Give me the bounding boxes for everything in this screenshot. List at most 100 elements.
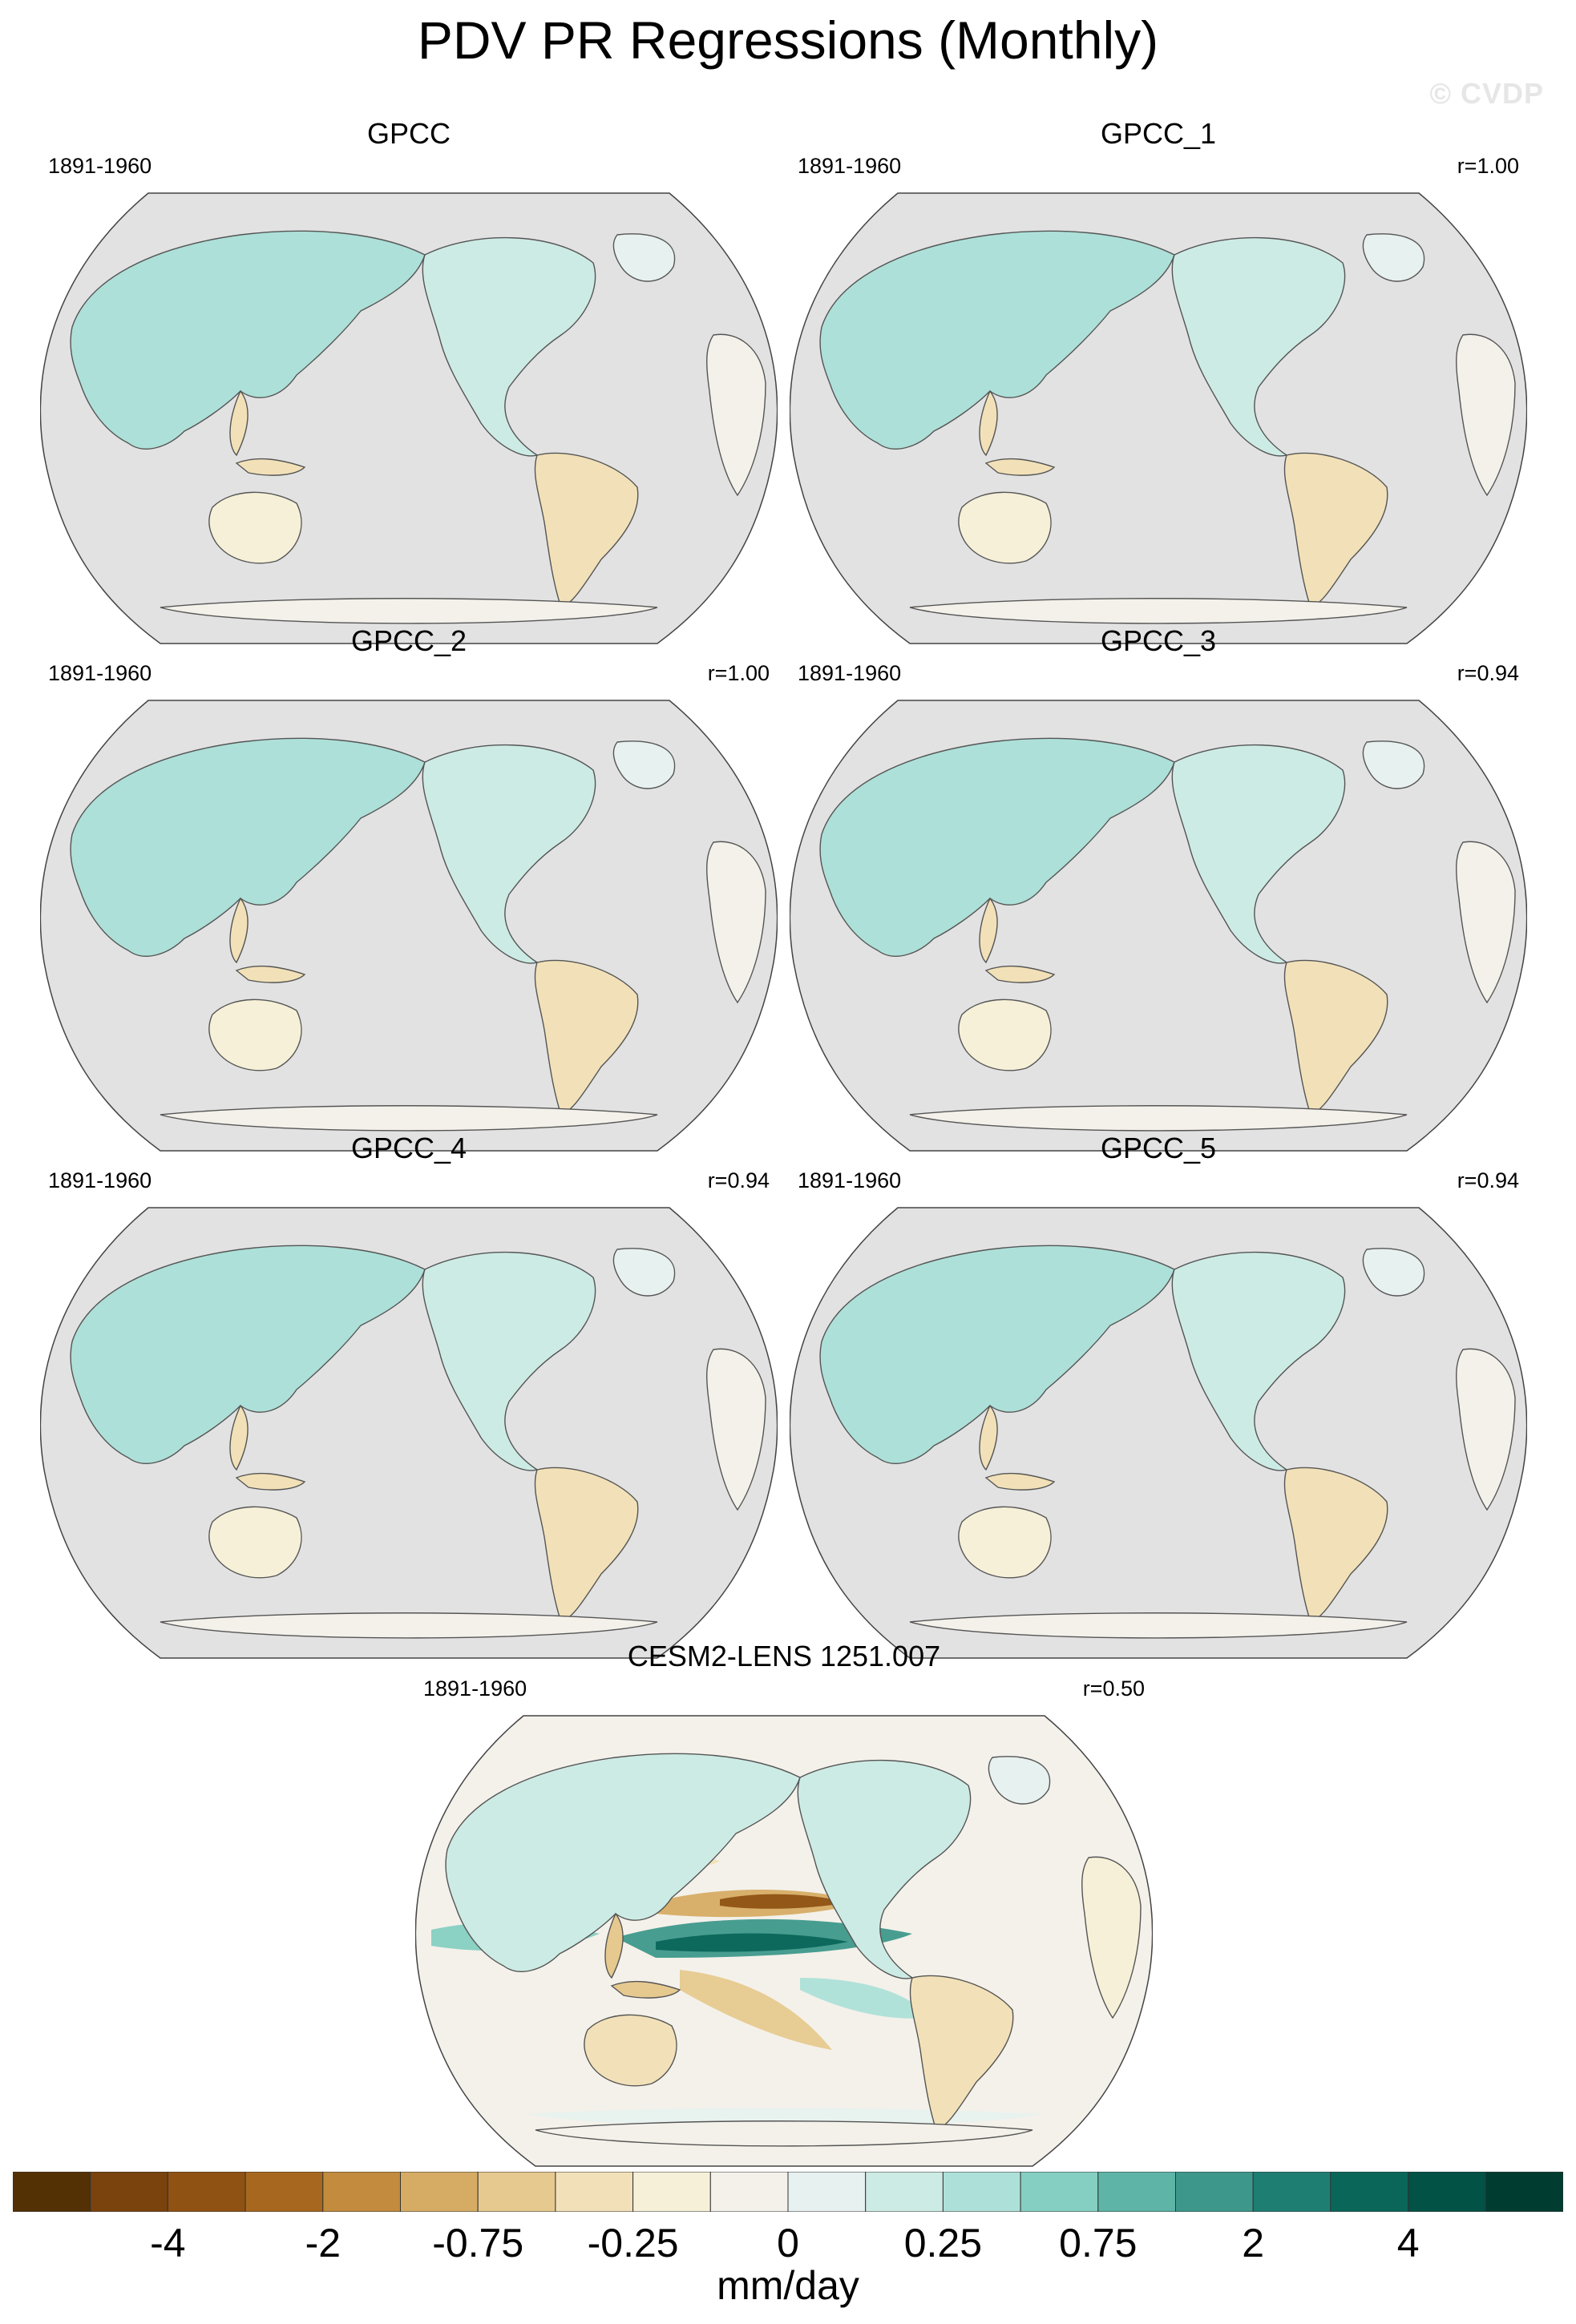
map-panel-2: GPCC_1 1891-1960 r=1.00 (790, 117, 1527, 644)
colorbar-segment (1097, 2172, 1177, 2212)
colorbar-tick-label: 2 (1242, 2221, 1265, 2265)
panel-period: 1891-1960 (423, 1676, 527, 1701)
landmass-indonesia (984, 965, 1056, 983)
colorbar-segment (1175, 2172, 1254, 2212)
panel-period: 1891-1960 (798, 154, 902, 178)
watermark: © CVDP (1429, 77, 1544, 110)
colorbar-segment (477, 2172, 556, 2212)
map-plot (40, 192, 778, 644)
landmass-indochina (604, 1912, 624, 1979)
panel-title: GPCC (366, 117, 451, 150)
landmass-northamerica (1171, 236, 1346, 457)
panel-title: CESM2-LENS 1251.007 (627, 1640, 941, 1672)
map-plot (790, 192, 1527, 644)
landmass-indonesia (235, 458, 306, 476)
colorbar-segment (632, 2172, 711, 2212)
landmass-indochina (979, 1404, 998, 1471)
colorbar-tick-label: 4 (1396, 2221, 1420, 2265)
landmass-antarctica (160, 1612, 658, 1639)
colorbar-segment (942, 2172, 1021, 2212)
map-outline (40, 700, 778, 1152)
colorbar-segment (244, 2172, 324, 2212)
landmass-northamerica (422, 1251, 596, 1471)
panel-period: 1891-1960 (48, 1168, 152, 1192)
landmass-antarctica (909, 1105, 1408, 1132)
panel-pattern-correlation: r=0.50 (1082, 1676, 1145, 1701)
south-pacific-wet (800, 1978, 928, 2019)
colorbar-segment (167, 2172, 246, 2212)
main-title: PDV PR Regressions (Monthly) (417, 10, 1159, 70)
colorbar-units: mm/day (717, 2263, 859, 2308)
landmass-antarctica (909, 1612, 1408, 1639)
landmass-australia (208, 1506, 302, 1579)
colorbar (13, 2172, 1563, 2212)
panel-period: 1891-1960 (48, 661, 152, 685)
map-plot (40, 1207, 778, 1659)
landmass-greenland (612, 740, 676, 789)
northern-dry-core (720, 1894, 848, 1909)
panel-title: GPCC_5 (1100, 1132, 1217, 1164)
panel-period: 1891-1960 (798, 661, 902, 685)
landmass-eurasia (70, 230, 426, 450)
colorbar-tick-label: 0.25 (903, 2221, 983, 2265)
landmass-australia (958, 999, 1052, 1071)
landmass-australia (208, 491, 302, 564)
map-outline (415, 1715, 1153, 2167)
colorbar-segment (90, 2172, 168, 2212)
landmass-northamerica (1171, 744, 1346, 964)
panel-period: 1891-1960 (798, 1168, 902, 1192)
landmass-antarctica (909, 598, 1408, 624)
map-outline (790, 700, 1527, 1152)
landmass-southamerica (909, 1975, 1014, 2131)
landmass-greenland (988, 1756, 1051, 1805)
colorbar-tick-label: -4 (150, 2221, 186, 2265)
landmass-australia (208, 999, 302, 1071)
colorbar-segment (1408, 2172, 1486, 2212)
map-outline (790, 1207, 1527, 1659)
landmass-australia (958, 491, 1052, 564)
landmass-africa (706, 1348, 766, 1511)
colorbar-segment (555, 2172, 634, 2212)
landmass-africa (1456, 333, 1516, 497)
landmass-southamerica (1283, 452, 1388, 608)
map-plot (790, 700, 1527, 1152)
colorbar-segment (13, 2172, 91, 2212)
landmass-eurasia (819, 230, 1175, 450)
panel-title: GPCC_1 (1100, 117, 1217, 150)
panel-pattern-correlation: r=0.94 (1457, 1168, 1519, 1192)
landmass-northamerica (797, 1759, 972, 1979)
landmass-australia (958, 1506, 1052, 1579)
colorbar-segment (709, 2172, 789, 2212)
map-plot (40, 700, 778, 1152)
landmass-eurasia (819, 737, 1175, 957)
landmass-northamerica (422, 744, 596, 964)
landmass-southamerica (534, 959, 639, 1116)
landmass-northamerica (422, 236, 596, 457)
colorbar-segment (322, 2172, 401, 2212)
map-panel-3: GPCC_2 1891-1960 r=1.00 (40, 624, 778, 1152)
landmass-southamerica (1283, 959, 1388, 1116)
panel-pattern-correlation: r=0.94 (707, 1168, 770, 1192)
map-outline (790, 192, 1527, 644)
colorbar-tick-label: 0 (777, 2221, 799, 2265)
landmass-africa (1081, 1856, 1142, 2019)
south-pacific-dry (680, 1970, 832, 2050)
landmass-africa (1456, 1348, 1516, 1511)
landmass-africa (1456, 841, 1516, 1004)
landmass-indochina (229, 1404, 249, 1471)
panel-title: GPCC_4 (350, 1132, 467, 1164)
landmass-southamerica (534, 452, 639, 608)
landmass-antarctica (160, 598, 658, 624)
map-panel-1: GPCC 1891-1960 (40, 117, 778, 644)
colorbar-segment (787, 2172, 867, 2212)
landmass-eurasia (445, 1753, 801, 1972)
landmass-eurasia (819, 1245, 1175, 1464)
landmass-indonesia (984, 458, 1056, 476)
colorbar-tick-label: -0.25 (587, 2221, 679, 2265)
colorbar-tick-label: -2 (305, 2221, 341, 2265)
panel-pattern-correlation: r=1.00 (1457, 154, 1519, 178)
landmass-indochina (229, 897, 249, 964)
colorbar-tick-label: 0.75 (1059, 2221, 1138, 2265)
map-plot (415, 1715, 1153, 2167)
landmass-indonesia (235, 1472, 306, 1491)
